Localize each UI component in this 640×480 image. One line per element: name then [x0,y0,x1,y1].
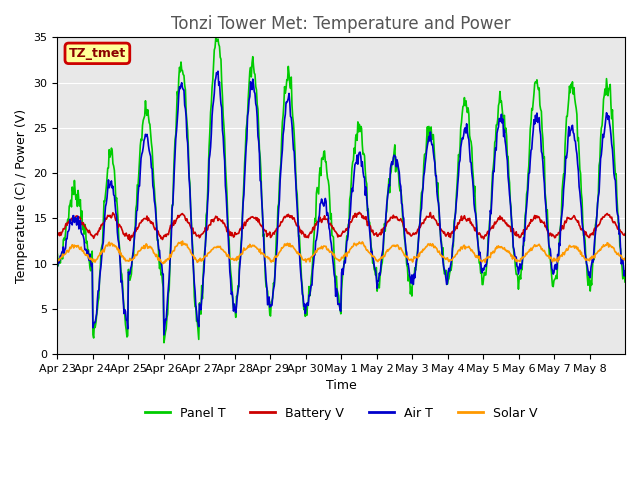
Air T [401,239,409,244]
Battery V [621,231,629,237]
Legend: Panel T, Battery V, Air T, Solar V: Panel T, Battery V, Air T, Solar V [140,402,543,424]
Y-axis label: Temperature (C) / Power (V): Temperature (C) / Power (V) [15,108,28,283]
Panel T [120,305,128,311]
Panel T [54,252,61,257]
Title: Tonzi Tower Met: Temperature and Power: Tonzi Tower Met: Temperature and Power [172,15,511,33]
Panel T [160,340,168,346]
Panel T [254,107,262,112]
Line: Solar V: Solar V [58,241,625,264]
Air T [54,264,61,269]
Battery V [126,238,134,243]
Air T [433,191,441,196]
Air T [214,68,222,74]
Solar V [159,261,167,266]
Panel T [433,189,441,194]
Solar V [276,250,284,255]
Text: TZ_tmet: TZ_tmet [68,47,126,60]
Battery V [401,228,409,234]
Battery V [355,209,363,215]
Air T [254,133,262,139]
Solar V [120,256,128,262]
X-axis label: Time: Time [326,379,356,392]
Air T [160,332,168,338]
Panel T [212,36,220,41]
Solar V [621,255,629,261]
Line: Panel T: Panel T [58,38,625,343]
Solar V [179,238,186,244]
Battery V [120,231,128,237]
Solar V [226,255,234,261]
Air T [276,197,284,203]
Battery V [433,221,441,227]
Battery V [225,229,233,235]
Air T [621,268,629,274]
Air T [120,311,128,316]
Panel T [401,240,409,246]
Line: Battery V: Battery V [58,212,625,240]
Panel T [621,279,629,285]
Panel T [226,256,234,262]
Battery V [275,224,282,229]
Battery V [253,215,261,221]
Air T [226,269,234,275]
Solar V [433,246,441,252]
Solar V [401,252,409,258]
Battery V [54,232,61,238]
Solar V [254,246,262,252]
Panel T [276,180,284,186]
Solar V [54,256,61,262]
Line: Air T: Air T [58,71,625,335]
